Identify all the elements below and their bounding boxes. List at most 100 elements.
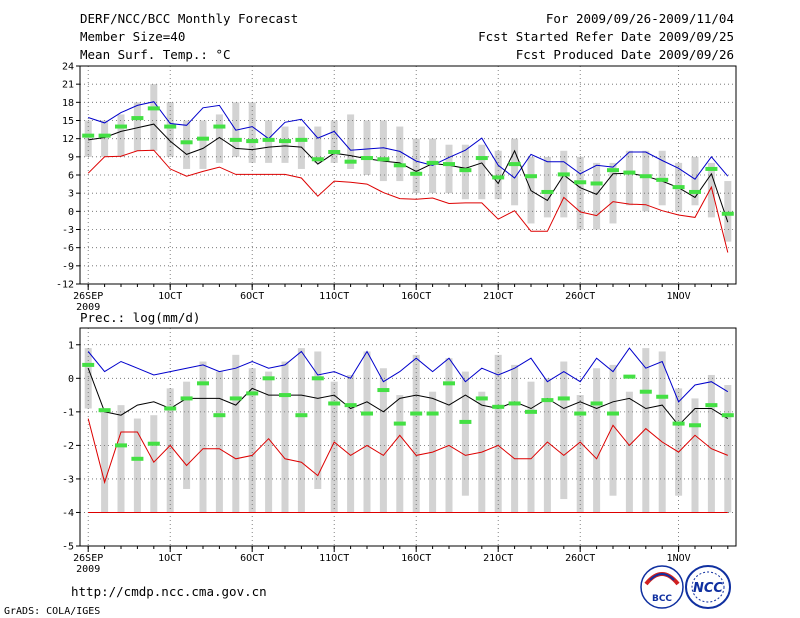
spread-bar: [101, 408, 109, 513]
member-size: Member Size=40: [80, 29, 186, 44]
obs-marker: [705, 403, 718, 408]
spread-bar: [330, 120, 338, 163]
spread-bar: [625, 150, 633, 206]
spread-bar: [347, 114, 355, 169]
y-tick-label: 9: [68, 152, 74, 163]
spread-bar: [675, 388, 683, 496]
obs-marker: [492, 175, 505, 180]
obs-marker: [279, 139, 291, 144]
y-tick-label: -2: [62, 441, 74, 452]
spread-bar: [265, 371, 273, 513]
obs-marker: [295, 413, 308, 418]
ncc-logo: NCC: [685, 565, 731, 609]
svg-text:NCC: NCC: [693, 581, 723, 596]
spread-bar: [691, 156, 699, 206]
obs-marker: [344, 159, 357, 164]
spread-bar: [560, 361, 568, 500]
x-tick-label: 1OCT: [158, 291, 182, 302]
spread-bar: [199, 361, 207, 513]
spread-bar: [707, 162, 715, 218]
spread-bar: [691, 398, 699, 513]
spread-bar: [412, 354, 420, 513]
obs-marker: [705, 166, 718, 171]
obs-marker: [213, 124, 226, 129]
y-tick-label: -9: [62, 261, 74, 272]
spread-bar: [166, 102, 174, 157]
spread-bar: [215, 371, 223, 513]
spread-bar: [642, 150, 650, 212]
spread-bar: [150, 84, 158, 151]
obs-marker: [164, 406, 177, 411]
spread-bar: [281, 126, 289, 163]
spread-bar: [724, 385, 732, 513]
obs-marker: [623, 374, 636, 379]
obs-marker: [574, 411, 587, 416]
spread-bar: [527, 381, 535, 513]
obs-marker: [672, 421, 685, 426]
obs-marker: [147, 106, 160, 111]
y-tick-label: 6: [68, 171, 74, 182]
y-tick-label: 21: [62, 80, 74, 91]
obs-marker: [410, 171, 423, 176]
obs-marker: [590, 181, 603, 186]
spread-bar: [543, 156, 551, 218]
obs-marker: [590, 401, 603, 406]
spread-bar: [511, 138, 519, 206]
obs-marker: [557, 172, 570, 177]
obs-marker: [361, 411, 373, 416]
spread-bar: [347, 374, 355, 513]
spread-bar: [642, 348, 650, 513]
series-mean: [88, 123, 729, 223]
spread-bar: [593, 162, 601, 230]
series-max: [87, 347, 729, 403]
y-tick-label: -6: [62, 243, 74, 254]
spread-bar: [330, 381, 338, 513]
spread-bar: [412, 138, 420, 194]
obs-marker: [82, 362, 95, 367]
temperature-panel: -12 -9 -6 -3 0 3 6 9 12 15 18 21 24 26SEP 1OCT 6OCT 11OC…: [56, 62, 737, 313]
obs-marker: [131, 456, 144, 461]
spread-bar: [363, 120, 371, 175]
obs-marker: [246, 139, 259, 144]
obs-marker: [721, 211, 734, 216]
x-tick-label: 16OCT: [401, 553, 431, 564]
x-tick-label: 16OCT: [401, 291, 431, 302]
obs-marker: [393, 163, 406, 168]
obs-marker: [574, 180, 587, 185]
spread-bar: [658, 351, 666, 513]
spread-bar: [314, 351, 322, 489]
obs-marker: [541, 398, 554, 403]
spread-bar: [396, 126, 404, 182]
obs-marker: [262, 137, 275, 142]
spread-bar: [379, 368, 387, 513]
obs-marker: [721, 413, 734, 418]
plot-frame: [79, 327, 737, 547]
x-tick-label: 1NOV: [667, 291, 691, 302]
spread-bar: [396, 395, 404, 513]
obs-marker: [508, 162, 521, 167]
obs-marker: [229, 396, 242, 401]
spread-bar: [511, 364, 519, 513]
obs-marker: [508, 401, 521, 406]
spread-bar: [183, 120, 191, 169]
spread-bar: [429, 138, 437, 194]
obs-marker: [377, 388, 390, 393]
chart-title: DERF/NCC/BCC Monthly Forecast: [80, 11, 299, 26]
precipitation-panel: -5 -4 -3 -2 -1 0 1 26SEP 1OCT 6OCT 11OCT 16OCT 21OCT…: [62, 327, 737, 575]
obs-marker: [639, 389, 652, 394]
obs-marker: [180, 396, 193, 401]
x-tick-label: 1NOV: [667, 553, 691, 564]
obs-marker: [443, 381, 455, 386]
x-tick-label: 6OCT: [240, 553, 264, 564]
spread-bar: [560, 150, 568, 218]
x-tick-label: 26OCT: [565, 553, 595, 564]
y-tick-label: 15: [62, 116, 74, 127]
spread-bar: [494, 354, 502, 513]
obs-marker: [443, 162, 455, 167]
obs-marker: [344, 403, 357, 408]
x-year-label: 2009: [76, 302, 100, 313]
series-min: [87, 418, 728, 485]
spread-bar: [379, 120, 387, 182]
spread-bar: [609, 364, 617, 496]
